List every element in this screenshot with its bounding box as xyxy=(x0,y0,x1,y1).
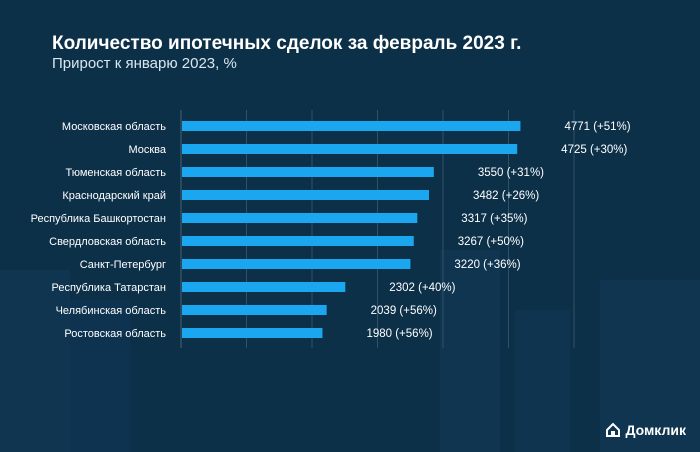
chart-subtitle: Прирост к январю 2023, % xyxy=(52,55,237,72)
category-label: Санкт-Петербург xyxy=(80,259,166,271)
bar xyxy=(182,236,414,246)
category-label: Челябинская область xyxy=(56,305,167,317)
bar xyxy=(182,121,521,131)
bar xyxy=(182,213,418,223)
data-label: 4771 (+51%) xyxy=(564,121,630,133)
category-label: Свердловская область xyxy=(49,236,166,248)
category-label: Краснодарский край xyxy=(62,190,166,202)
data-label: 2039 (+56%) xyxy=(371,305,437,317)
brand-logo: Домклик xyxy=(605,422,686,438)
bar xyxy=(182,328,323,338)
category-label: Москва xyxy=(128,144,166,156)
bar xyxy=(182,190,430,200)
bar xyxy=(182,305,327,315)
bar xyxy=(182,167,434,177)
data-label: 4725 (+30%) xyxy=(561,144,627,156)
bar xyxy=(182,259,411,269)
category-label: Тюменская область xyxy=(65,167,166,179)
category-label: Республика Башкортостан xyxy=(31,213,166,225)
category-label: Ростовская область xyxy=(64,328,166,340)
brand-name: Домклик xyxy=(625,422,686,438)
data-label: 3550 (+31%) xyxy=(478,167,544,179)
category-label: Московская область xyxy=(62,121,166,133)
data-label: 3317 (+35%) xyxy=(461,213,527,225)
category-label: Республика Татарстан xyxy=(51,282,166,294)
bar xyxy=(182,282,346,292)
data-label: 3220 (+36%) xyxy=(454,259,520,271)
bar xyxy=(182,144,518,154)
house-logo-icon xyxy=(606,422,621,437)
data-label: 1980 (+56%) xyxy=(366,328,432,340)
chart-title: Количество ипотечных сделок за февраль 2… xyxy=(52,33,522,54)
data-label: 2302 (+40%) xyxy=(389,282,455,294)
data-label: 3482 (+26%) xyxy=(473,190,539,202)
data-label: 3267 (+50%) xyxy=(458,236,524,248)
